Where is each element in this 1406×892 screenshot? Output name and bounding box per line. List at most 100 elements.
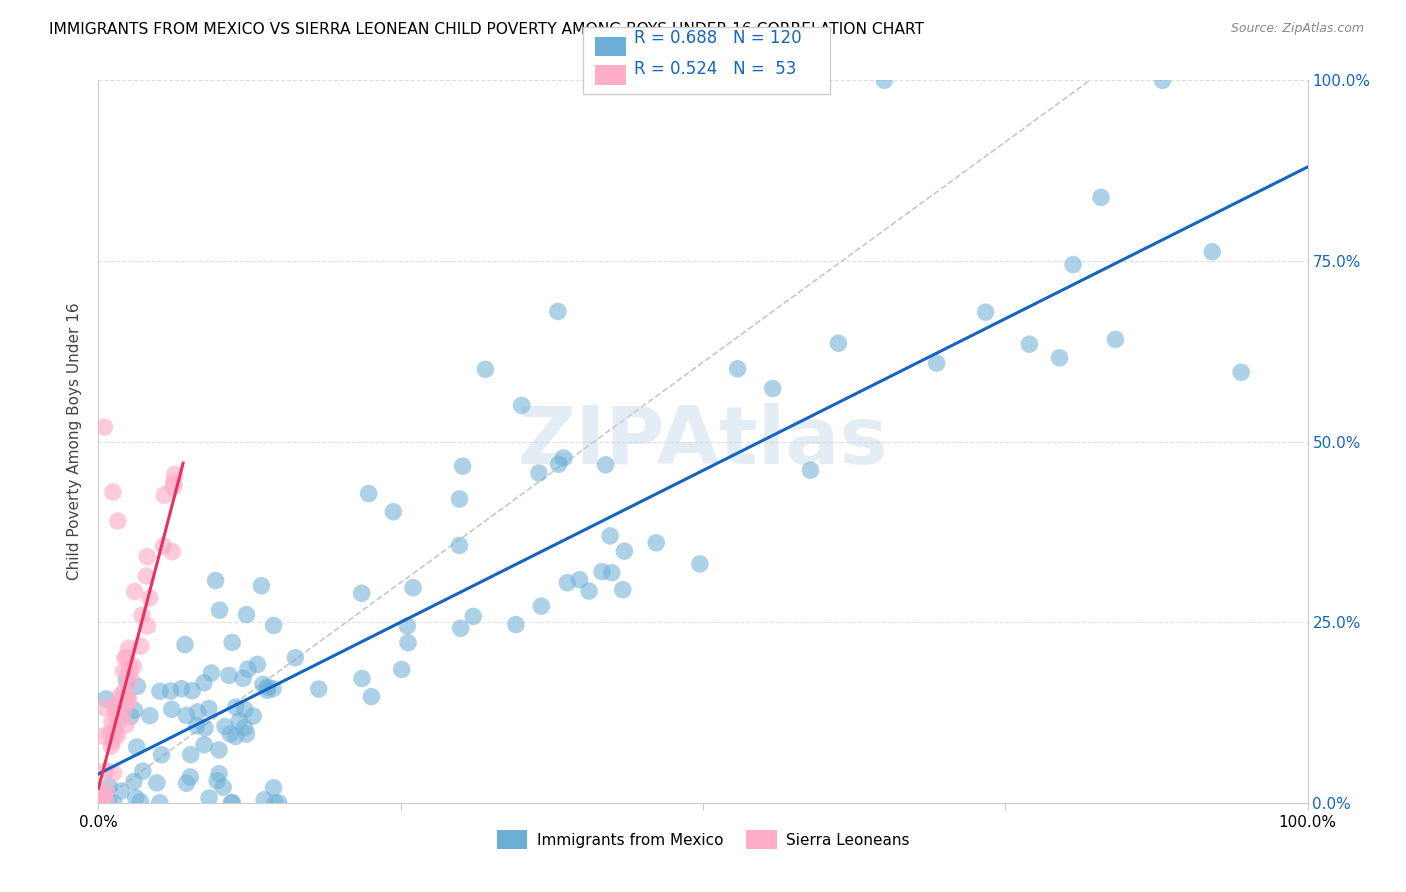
Point (176, 776, 198, 790)
Point (132, 764, 155, 779)
Point (1230, 365, 1253, 379)
Point (208, 603, 231, 617)
Point (120, 709, 142, 723)
Point (98, 726, 121, 740)
Point (115, 650, 138, 665)
Point (214, 719, 236, 733)
Point (110, 784, 132, 798)
Point (101, 714, 124, 729)
Point (449, 491, 471, 506)
Point (96, 764, 118, 778)
Point (103, 724, 125, 739)
Point (139, 708, 162, 723)
Point (396, 636, 419, 650)
Point (200, 665, 222, 680)
Point (149, 796, 172, 810)
Point (1018, 337, 1040, 351)
Legend: Immigrants from Mexico, Sierra Leoneans: Immigrants from Mexico, Sierra Leoneans (489, 822, 917, 856)
Point (221, 796, 243, 810)
Point (762, 382, 785, 396)
Point (117, 641, 139, 656)
Point (180, 747, 202, 762)
Point (198, 701, 221, 715)
Point (547, 457, 569, 471)
Point (122, 660, 145, 674)
Point (152, 539, 174, 553)
Point (129, 639, 152, 653)
Point (557, 575, 579, 590)
Point (974, 305, 997, 319)
Point (208, 766, 231, 780)
Point (527, 466, 550, 480)
Point (225, 700, 247, 714)
Point (578, 584, 600, 599)
Point (1152, 73, 1174, 87)
Point (91, 729, 114, 743)
Point (827, 336, 849, 351)
Point (450, 621, 472, 635)
Point (103, 765, 125, 780)
Point (1104, 332, 1126, 346)
Point (689, 557, 711, 571)
Point (159, 684, 181, 698)
Point (131, 608, 153, 623)
Point (360, 690, 382, 704)
Point (267, 796, 290, 810)
Text: ZIPAtlas: ZIPAtlas (517, 402, 889, 481)
Point (284, 650, 307, 665)
Point (799, 463, 821, 477)
Point (97, 796, 120, 810)
Point (198, 791, 221, 805)
Point (263, 780, 285, 795)
Point (101, 734, 124, 748)
Point (108, 689, 131, 703)
Point (135, 569, 157, 583)
Point (112, 690, 135, 705)
Point (463, 609, 485, 624)
Point (727, 361, 749, 376)
Y-axis label: Child Poverty Among Boys Under 16: Child Poverty Among Boys Under 16 (67, 302, 83, 581)
Point (474, 362, 496, 376)
Point (112, 704, 135, 718)
Point (219, 727, 242, 741)
Point (136, 619, 159, 633)
Point (94, 692, 117, 706)
Point (510, 398, 533, 412)
Point (568, 573, 591, 587)
Point (873, 73, 896, 87)
Point (612, 582, 634, 597)
Point (553, 450, 575, 465)
Point (1090, 190, 1112, 204)
Point (402, 581, 425, 595)
Point (153, 488, 176, 502)
Point (176, 708, 198, 723)
Point (530, 599, 553, 614)
Point (93, 700, 115, 714)
Point (547, 304, 569, 318)
Text: IMMIGRANTS FROM MEXICO VS SIERRA LEONEAN CHILD POVERTY AMONG BOYS UNDER 16 CORRE: IMMIGRANTS FROM MEXICO VS SIERRA LEONEAN… (49, 22, 924, 37)
Point (350, 672, 373, 686)
Point (101, 485, 124, 500)
Point (449, 538, 471, 552)
Point (225, 730, 247, 744)
Point (256, 680, 278, 694)
Point (208, 743, 231, 757)
Point (112, 683, 135, 698)
Point (221, 796, 243, 810)
Text: Source: ZipAtlas.com: Source: ZipAtlas.com (1230, 22, 1364, 36)
Point (115, 718, 138, 732)
Point (146, 776, 169, 790)
Point (179, 770, 201, 784)
Point (236, 662, 259, 676)
Point (107, 715, 129, 730)
Point (98, 780, 121, 794)
Point (194, 721, 217, 735)
Point (174, 638, 197, 652)
Point (262, 681, 284, 696)
Point (350, 586, 373, 600)
Point (212, 780, 235, 794)
Point (163, 475, 186, 490)
Point (357, 486, 380, 500)
Point (396, 619, 419, 633)
Point (163, 467, 186, 482)
